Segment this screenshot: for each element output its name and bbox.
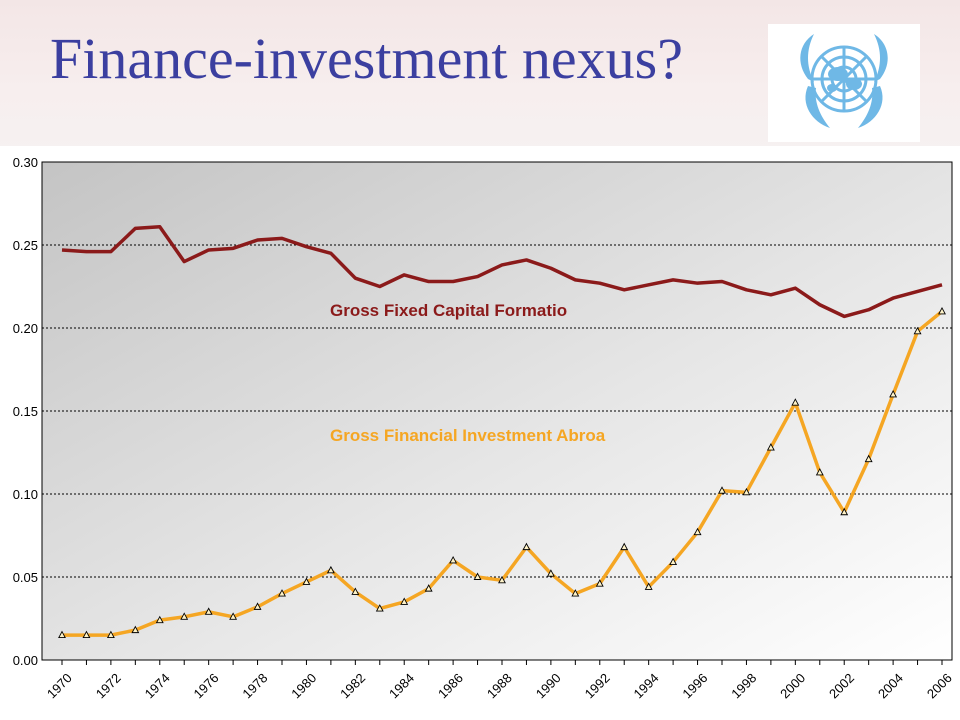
data-point xyxy=(302,577,311,585)
data-point xyxy=(253,602,262,610)
data-point xyxy=(864,454,873,463)
data-point xyxy=(498,575,506,584)
y-tick-label: 0.10 xyxy=(13,487,38,502)
data-point xyxy=(595,579,604,587)
data-point xyxy=(155,615,164,624)
plot-area xyxy=(42,162,952,660)
data-point xyxy=(571,589,580,597)
data-point xyxy=(718,486,726,494)
series-label-1: Gross Financial Investment Abroa xyxy=(330,426,606,445)
data-point xyxy=(326,565,335,574)
y-tick-label: 0.00 xyxy=(13,653,38,668)
data-point xyxy=(693,527,702,536)
data-point xyxy=(424,584,433,592)
data-point xyxy=(131,625,140,634)
data-point xyxy=(473,572,482,580)
data-point xyxy=(180,612,189,620)
data-point xyxy=(229,612,238,620)
data-point xyxy=(742,487,751,496)
data-point xyxy=(669,557,678,566)
data-point xyxy=(449,555,458,564)
y-tick-label: 0.05 xyxy=(13,570,38,585)
data-point xyxy=(351,587,360,595)
data-point xyxy=(375,604,384,612)
data-point xyxy=(791,398,800,406)
plot-border xyxy=(41,161,953,661)
data-point xyxy=(840,507,849,516)
data-point xyxy=(82,630,91,639)
data-point xyxy=(400,597,409,605)
data-point xyxy=(938,306,946,315)
data-point xyxy=(278,589,286,597)
series-line-0 xyxy=(61,224,943,319)
data-point xyxy=(204,607,213,615)
y-tick-label: 0.20 xyxy=(13,321,38,336)
series-label-0: Gross Fixed Capital Formatio xyxy=(330,301,567,320)
data-point xyxy=(889,389,898,398)
data-point xyxy=(546,569,555,577)
data-point xyxy=(815,467,824,476)
y-tick-label: 0.30 xyxy=(13,155,38,170)
data-point xyxy=(644,582,653,590)
y-tick-label: 0.25 xyxy=(13,238,38,253)
slide-title: Finance-investment nexus? xyxy=(50,26,683,91)
data-point xyxy=(766,443,775,451)
un-emblem-icon xyxy=(768,24,920,142)
data-point xyxy=(58,630,66,639)
data-point xyxy=(620,542,629,551)
data-point xyxy=(106,630,115,639)
data-point xyxy=(913,326,922,335)
y-tick-label: 0.15 xyxy=(13,404,38,419)
data-point xyxy=(522,542,531,551)
